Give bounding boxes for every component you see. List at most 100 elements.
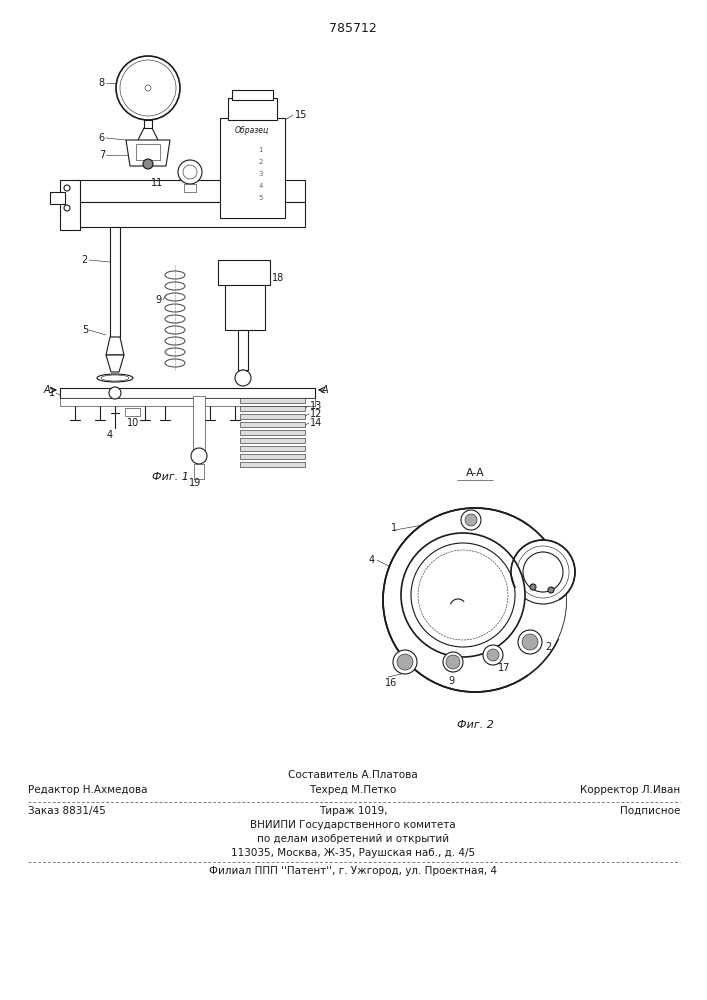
Circle shape [548, 587, 554, 593]
Bar [240, 462, 305, 467]
Bar [136, 144, 160, 160]
Bar [220, 118, 285, 218]
Text: 2: 2 [82, 255, 88, 265]
Polygon shape [106, 355, 124, 372]
Text: Корректор Л.Иван: Корректор Л.Иван [580, 785, 680, 795]
Polygon shape [126, 140, 170, 166]
Text: 8: 8 [99, 78, 105, 88]
Bar [240, 438, 305, 443]
Circle shape [443, 652, 463, 672]
Text: 7: 7 [99, 150, 105, 160]
Bar [144, 120, 152, 128]
Text: 12: 12 [310, 409, 322, 419]
Bar [228, 98, 277, 120]
Text: A: A [44, 385, 50, 395]
Text: 1: 1 [391, 523, 397, 533]
Circle shape [64, 185, 70, 191]
Bar [240, 454, 305, 459]
Circle shape [383, 508, 567, 692]
Bar [60, 398, 315, 406]
Bar [60, 180, 80, 230]
Text: A-A: A-A [466, 468, 484, 478]
Bar [75, 180, 305, 202]
Circle shape [465, 514, 477, 526]
Bar [60, 388, 315, 398]
Bar [240, 446, 305, 451]
Bar [50, 192, 65, 204]
Bar [240, 422, 305, 427]
Text: Тираж 1019,: Тираж 1019, [319, 806, 387, 816]
Bar [240, 406, 305, 411]
Text: 11: 11 [151, 178, 163, 188]
Text: 2: 2 [259, 159, 263, 165]
Text: 4: 4 [369, 555, 375, 565]
Text: 5: 5 [259, 195, 263, 201]
Text: 16: 16 [385, 678, 397, 688]
Text: Подписное: Подписное [619, 806, 680, 816]
Text: Фиг. 2: Фиг. 2 [457, 720, 493, 730]
Circle shape [401, 533, 525, 657]
Bar [110, 227, 120, 337]
Text: 4: 4 [259, 183, 263, 189]
Text: 9: 9 [156, 295, 162, 305]
Circle shape [411, 543, 515, 647]
Bar [238, 330, 248, 370]
Text: 10: 10 [127, 418, 139, 428]
Circle shape [523, 552, 563, 592]
Bar [240, 398, 305, 403]
Text: 1: 1 [49, 388, 55, 398]
Text: Редактор Н.Ахмедова: Редактор Н.Ахмедова [28, 785, 148, 795]
Circle shape [397, 654, 413, 670]
Bar [193, 396, 205, 451]
Text: 113035, Москва, Ж-35, Раушская наб., д. 4/5: 113035, Москва, Ж-35, Раушская наб., д. … [231, 848, 475, 858]
Text: 13: 13 [310, 401, 322, 411]
Circle shape [518, 630, 542, 654]
Circle shape [64, 205, 70, 211]
Circle shape [116, 56, 180, 120]
Text: 5: 5 [82, 325, 88, 335]
Text: A: A [322, 385, 328, 395]
Bar [225, 280, 265, 330]
Text: 14: 14 [310, 418, 322, 428]
Circle shape [235, 370, 251, 386]
Bar [75, 202, 305, 227]
Text: 6: 6 [99, 133, 105, 143]
Bar [194, 464, 204, 479]
Text: 19: 19 [189, 478, 201, 488]
Circle shape [483, 645, 503, 665]
Circle shape [522, 634, 538, 650]
Polygon shape [106, 337, 124, 355]
Circle shape [446, 655, 460, 669]
Circle shape [461, 510, 481, 530]
Text: 17: 17 [498, 663, 510, 673]
Bar [232, 90, 273, 100]
Bar [184, 184, 196, 192]
Circle shape [143, 159, 153, 169]
Text: 3: 3 [59, 187, 65, 197]
Bar [240, 414, 305, 419]
Circle shape [487, 649, 499, 661]
Text: 9: 9 [448, 676, 454, 686]
Text: Заказ 8831/45: Заказ 8831/45 [28, 806, 106, 816]
Circle shape [393, 650, 417, 674]
Text: 1: 1 [259, 147, 263, 153]
Text: 18: 18 [272, 273, 284, 283]
Circle shape [511, 540, 575, 604]
Ellipse shape [97, 374, 133, 382]
Circle shape [530, 584, 536, 590]
Text: по делам изобретений и открытий: по делам изобретений и открытий [257, 834, 449, 844]
Text: Составитель А.Платова: Составитель А.Платова [288, 770, 418, 780]
Text: Образец: Образец [235, 126, 269, 135]
Polygon shape [527, 520, 615, 660]
Circle shape [517, 546, 569, 598]
Text: Филиал ППП ''Патент'', г. Ужгород, ул. Проектная, 4: Филиал ППП ''Патент'', г. Ужгород, ул. П… [209, 866, 497, 876]
Circle shape [191, 448, 207, 464]
Bar [218, 260, 270, 285]
Bar [240, 430, 305, 435]
Text: ВНИИПИ Государственного комитета: ВНИИПИ Государственного комитета [250, 820, 456, 830]
Text: Фиг. 1: Фиг. 1 [151, 472, 189, 482]
Circle shape [178, 160, 202, 184]
Text: 2: 2 [545, 642, 551, 652]
Bar [125, 408, 140, 416]
Text: 14: 14 [579, 580, 591, 590]
